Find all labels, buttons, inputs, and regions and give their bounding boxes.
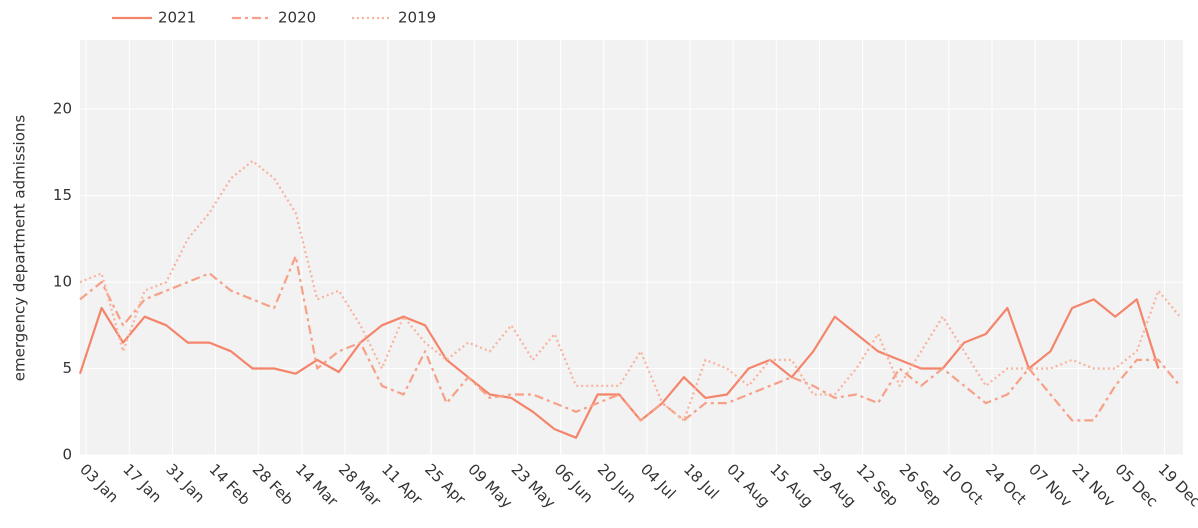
legend-label: 2019 xyxy=(398,9,436,27)
x-tick-label: 12 Sep xyxy=(853,460,903,510)
x-tick-label: 25 Apr xyxy=(421,460,470,509)
x-tick-label: 05 Dec xyxy=(1111,460,1161,510)
x-tick-label: 19 Dec xyxy=(1155,460,1198,510)
y-tick-label: 20 xyxy=(53,100,72,118)
legend-label: 2020 xyxy=(278,9,316,27)
x-tick-label: 07 Nov xyxy=(1025,460,1075,510)
x-tick-label: 11 Apr xyxy=(378,460,427,509)
y-axis-label: emergency department admissions xyxy=(11,115,29,382)
x-tick-label: 18 Jul xyxy=(680,460,722,502)
x-tick-label: 28 Mar xyxy=(335,460,385,510)
x-tick-label: 01 Aug xyxy=(723,460,773,510)
legend-label: 2021 xyxy=(158,9,196,27)
x-tick-label: 09 May xyxy=(464,460,516,512)
y-tick-label: 5 xyxy=(62,359,72,377)
x-tick-label: 14 Feb xyxy=(206,460,254,508)
x-tick-label: 14 Mar xyxy=(292,460,342,510)
x-tick-label: 10 Oct xyxy=(939,460,987,508)
x-tick-label: 17 Jan xyxy=(119,460,165,506)
plot-background xyxy=(80,40,1183,455)
x-tick-label: 29 Aug xyxy=(809,460,859,510)
x-tick-label: 31 Jan xyxy=(162,460,208,506)
x-tick-label: 04 Jul xyxy=(637,460,679,502)
x-tick-label: 24 Oct xyxy=(982,460,1030,508)
y-tick-label: 15 xyxy=(53,186,72,204)
y-tick-label: 0 xyxy=(62,446,72,464)
x-tick-label: 21 Nov xyxy=(1068,460,1118,510)
series-line xyxy=(78,298,1160,439)
x-tick-label: 20 Jun xyxy=(594,460,640,506)
series-line xyxy=(79,255,1181,422)
x-tick-label: 03 Jan xyxy=(76,460,122,506)
series-line xyxy=(79,159,1181,422)
x-tick-label: 15 Aug xyxy=(766,460,816,510)
x-tick-label: 28 Feb xyxy=(249,460,297,508)
y-tick-label: 10 xyxy=(53,273,72,291)
x-tick-label: 23 May xyxy=(507,460,559,512)
x-tick-label: 26 Sep xyxy=(896,460,946,510)
